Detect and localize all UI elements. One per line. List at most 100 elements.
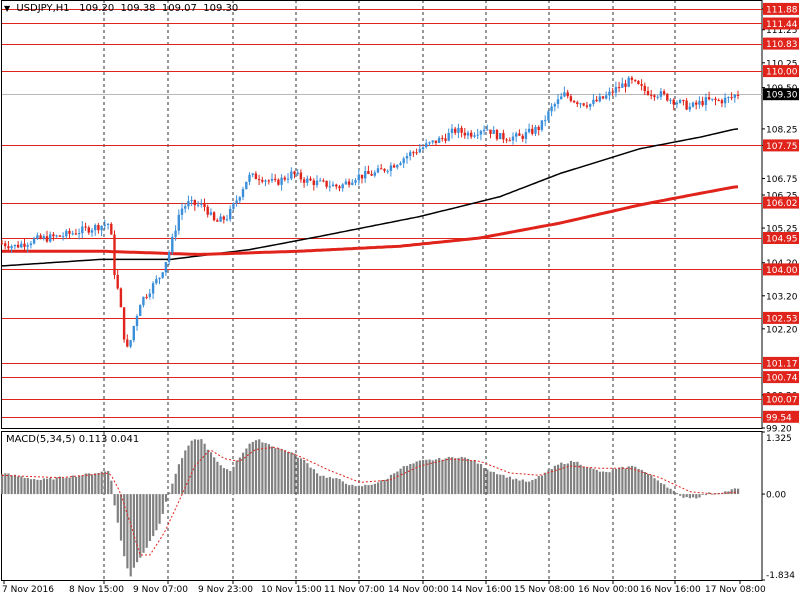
- candle-body: [720, 100, 724, 104]
- candle-body: [582, 103, 585, 106]
- macd-bar: [582, 466, 585, 495]
- macd-tick-label: 0.00: [766, 491, 786, 501]
- candle: [701, 96, 704, 107]
- candle: [447, 128, 450, 142]
- macd-bar: [557, 464, 560, 495]
- candle-body: [309, 178, 312, 181]
- candle-body: [499, 133, 502, 140]
- candle: [251, 172, 254, 178]
- low-value: 109.07: [161, 3, 197, 14]
- candle: [383, 168, 386, 173]
- candle: [569, 94, 573, 103]
- candle: [733, 93, 736, 103]
- macd-bar: [518, 480, 521, 495]
- time-tick-label: 11 Nov 07:00: [324, 585, 385, 595]
- candle-body: [624, 83, 627, 87]
- candle-body: [479, 131, 483, 135]
- macd-bar: [78, 475, 81, 495]
- candle-body: [4, 243, 7, 247]
- candle: [556, 94, 560, 109]
- candle: [187, 195, 190, 210]
- macd-signal-line: [1, 446, 739, 556]
- macd-bar: [733, 488, 736, 495]
- candle-body: [245, 181, 248, 190]
- candle-body: [219, 216, 222, 222]
- candle-body: [299, 172, 303, 180]
- candle-body: [492, 130, 495, 134]
- macd-main-value: 0.113: [78, 434, 108, 445]
- candle: [81, 221, 84, 239]
- macd-bar: [608, 472, 611, 495]
- macd-bar: [55, 477, 58, 495]
- candle: [707, 91, 711, 101]
- candle-body: [518, 133, 521, 136]
- candle: [142, 296, 145, 308]
- macd-bar: [515, 478, 518, 494]
- candle: [434, 140, 438, 146]
- macd-bar: [242, 452, 245, 495]
- macd-bar: [438, 457, 441, 495]
- macd-bar: [499, 474, 502, 495]
- ma-slow-line: [2, 185, 739, 256]
- candle-body: [444, 138, 447, 141]
- macd-bar: [659, 483, 663, 495]
- candle: [200, 199, 203, 208]
- macd-bar: [20, 476, 23, 494]
- macd-bar: [621, 466, 624, 495]
- macd-bar: [139, 494, 142, 558]
- candle: [553, 102, 556, 112]
- candle-body: [544, 120, 547, 122]
- candle: [518, 129, 521, 136]
- macd-bar: [451, 457, 454, 495]
- candle-body: [97, 225, 100, 231]
- macd-bar: [306, 463, 309, 495]
- macd-bar: [666, 487, 669, 494]
- candle-body: [476, 134, 479, 136]
- time-tick-label: 14 Nov 16:00: [451, 585, 512, 595]
- candle-body: [428, 142, 431, 144]
- macd-bar: [222, 468, 225, 495]
- candle: [4, 240, 7, 250]
- macd-bar: [110, 480, 113, 495]
- price-tick-label: 99.20: [766, 425, 792, 435]
- candle: [335, 183, 338, 190]
- candle: [36, 232, 39, 240]
- candle: [106, 223, 110, 230]
- candle: [691, 101, 695, 108]
- price-tick-label: 106.75: [766, 175, 798, 185]
- candle: [309, 176, 312, 181]
- candle-body: [605, 95, 608, 99]
- candle-body: [52, 234, 55, 237]
- candle-body: [280, 177, 283, 185]
- candle-body: [49, 234, 52, 242]
- candle-body: [621, 83, 624, 88]
- macd-bar: [714, 493, 717, 495]
- candle-body: [23, 243, 26, 247]
- candle-body: [704, 97, 708, 106]
- macd-bar: [672, 490, 675, 495]
- candle: [209, 208, 213, 216]
- macd-bar: [656, 480, 659, 494]
- macd-bar: [560, 462, 563, 495]
- candle: [454, 126, 457, 136]
- level-box: [763, 371, 799, 384]
- candle-body: [486, 129, 489, 131]
- candle-body: [267, 180, 270, 182]
- macd-bar: [13, 474, 17, 494]
- candle-body: [723, 97, 727, 104]
- dropdown-triangle-icon[interactable]: ▼: [4, 4, 11, 13]
- macd-bar: [434, 459, 438, 495]
- price-tick-label: 103.20: [766, 292, 798, 302]
- candle: [26, 242, 29, 253]
- candle: [299, 169, 303, 183]
- candle: [135, 314, 139, 331]
- candle: [511, 132, 515, 145]
- candle-body: [595, 99, 598, 102]
- macd-bar: [624, 468, 627, 495]
- candle-body: [695, 102, 698, 105]
- candle-body: [637, 80, 640, 84]
- candle-body: [325, 180, 328, 187]
- candle-body: [527, 128, 531, 133]
- candle: [347, 178, 351, 188]
- candle: [704, 93, 708, 111]
